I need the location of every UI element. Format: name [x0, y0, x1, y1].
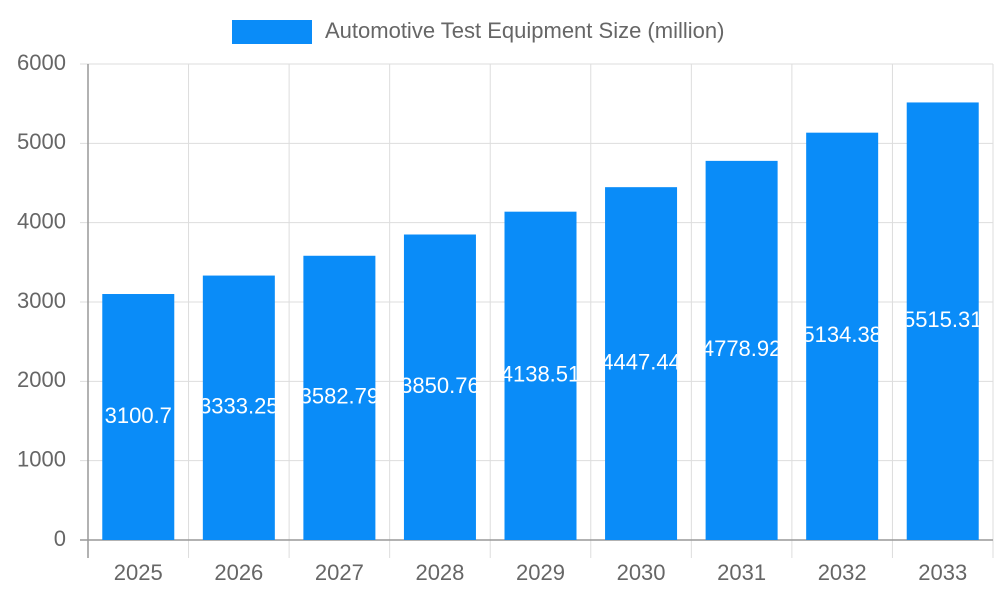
data-label: 4447.44: [601, 349, 681, 374]
bar: [303, 255, 376, 540]
legend-swatch: [232, 20, 312, 44]
bar: [806, 132, 879, 540]
bar: [906, 102, 979, 540]
x-tick-label: 2031: [717, 560, 766, 585]
data-label: 5134.38: [802, 322, 882, 347]
y-tick-label: 4000: [17, 208, 66, 233]
data-label: 4138.51: [501, 362, 581, 387]
data-label: 4778.92: [702, 336, 782, 361]
x-tick-label: 2033: [918, 560, 967, 585]
y-tick-label: 5000: [17, 129, 66, 154]
y-tick-label: 1000: [17, 446, 66, 471]
bar: [202, 275, 275, 540]
y-tick-label: 3000: [17, 288, 66, 313]
x-tick-label: 2027: [315, 560, 364, 585]
x-tick-label: 2030: [617, 560, 666, 585]
bar: [102, 294, 175, 540]
x-tick-label: 2028: [415, 560, 464, 585]
data-label: 3100.7: [105, 403, 172, 428]
y-tick-label: 2000: [17, 367, 66, 392]
bar: [504, 211, 577, 540]
data-label: 3333.25: [199, 394, 279, 419]
y-tick-label: 0: [54, 526, 66, 551]
x-tick-label: 2026: [214, 560, 263, 585]
data-label: 5515.31: [903, 307, 983, 332]
legend-label: Automotive Test Equipment Size (million): [325, 18, 724, 43]
bar: [605, 187, 678, 541]
data-label: 3582.79: [300, 384, 380, 409]
x-tick-label: 2032: [818, 560, 867, 585]
x-tick-label: 2025: [114, 560, 163, 585]
bar: [403, 234, 476, 540]
x-tick-label: 2029: [516, 560, 565, 585]
y-tick-label: 6000: [17, 50, 66, 75]
bar: [705, 160, 778, 540]
data-label: 3850.76: [400, 373, 480, 398]
